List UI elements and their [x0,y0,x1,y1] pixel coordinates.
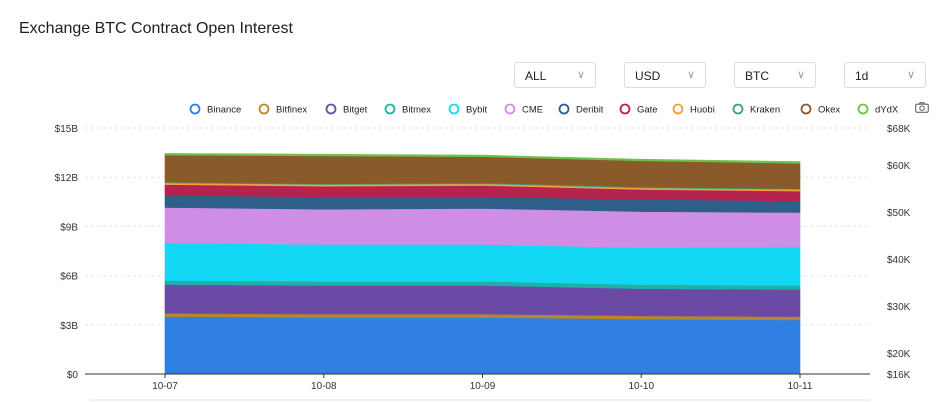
x-tick-label: 10-11 [788,381,813,392]
legend-marker-bitfinex [258,103,270,115]
y2-tick-label: $68K [887,124,911,135]
legend-label: Bitget [343,105,368,116]
interval-select-value: 1d [855,69,869,83]
interval-select[interactable]: 1d ∨ [844,62,926,88]
legend-marker-bitget [325,103,337,115]
legend-label: Bitfinex [276,105,307,116]
page-title: Exchange BTC Contract Open Interest [19,20,293,37]
y2-tick-label: $50K [887,208,911,219]
y-tick-label: $3B [60,321,78,332]
x-tick-label: 10-10 [628,381,654,392]
legend-marker-bybit [448,103,460,115]
coin-select-value: ALL [525,69,547,83]
legend-label: Bitmex [402,105,431,116]
x-tick-label: 10-07 [152,381,178,392]
y2-tick-label: $60K [887,161,911,172]
y-tick-label: $6B [60,272,78,283]
legend-label: Bybit [466,105,487,116]
legend-label: CME [522,105,543,116]
chevron-down-icon: ∨ [796,69,805,81]
y2-tick-label: $16K [887,370,911,381]
x-tick-label: 10-09 [470,381,496,392]
legend-label: Deribit [576,105,604,116]
y-tick-label: $15B [55,124,79,135]
asset-select[interactable]: BTC ∨ [734,62,816,88]
y-tick-label: $12B [55,173,79,184]
asset-select-value: BTC [745,69,769,83]
area-series-dydx [164,153,801,164]
y2-tick-label: $30K [887,302,911,313]
area-series-cme [164,207,801,249]
x-tick-label: 10-08 [311,381,337,392]
legend-label: Gate [637,105,658,116]
y2-tick-label: $20K [887,349,911,360]
chevron-down-icon: ∨ [576,69,585,81]
legend-label: Binance [207,105,241,116]
legend-marker-huobi [672,103,684,115]
camera-icon[interactable] [915,102,929,113]
legend-marker-binance [189,103,201,115]
currency-select-value: USD [635,69,661,83]
legend-marker-dydx [857,103,869,115]
area-series-bitget [164,284,801,317]
legend-marker-kraken [732,103,744,115]
legend-label: Okex [818,105,840,116]
legend-marker-bitmex [384,103,396,115]
legend-marker-gate [619,103,631,115]
coin-select[interactable]: ALL ∨ [514,62,596,88]
y-tick-label: $9B [60,222,78,233]
y-tick-label: $0 [67,370,79,381]
legend-label: Huobi [690,105,715,116]
chevron-down-icon: ∨ [906,69,915,81]
area-series-bybit [164,242,801,286]
legend-label: Kraken [750,105,780,116]
chevron-down-icon: ∨ [686,69,695,81]
legend-label: dYdX [875,105,899,116]
currency-select[interactable]: USD ∨ [624,62,706,88]
legend-marker-okex [800,103,812,115]
legend-marker-deribit [558,103,570,115]
legend-marker-cme [504,103,516,115]
area-series-binance [164,316,801,375]
y2-tick-label: $40K [887,255,911,266]
